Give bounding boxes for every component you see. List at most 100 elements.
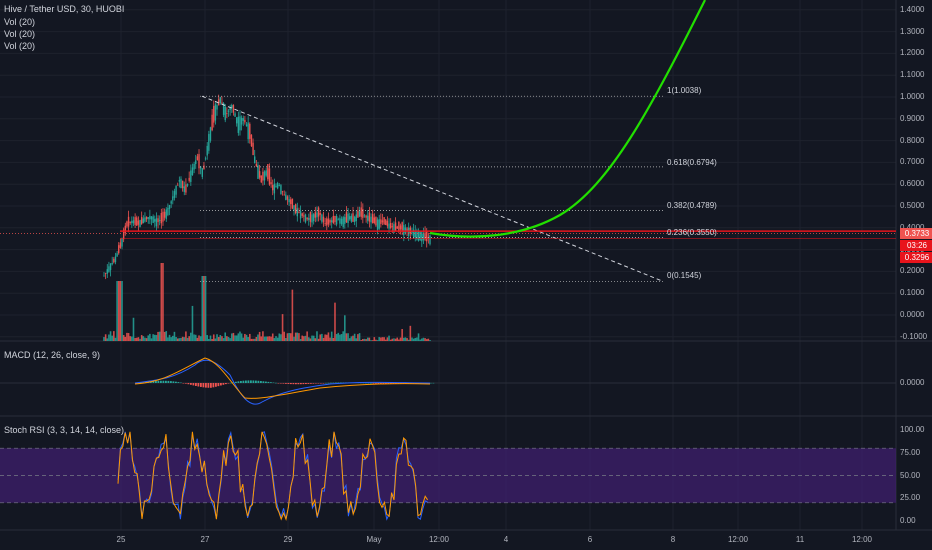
macd-histogram-bar	[272, 382, 275, 384]
candle-body	[257, 165, 259, 179]
candle-body	[296, 208, 299, 217]
candle-body	[244, 119, 246, 123]
candle-body	[175, 186, 177, 195]
macd-histogram-bar	[235, 381, 237, 383]
candle-body	[417, 230, 420, 241]
volume-bar	[247, 337, 249, 341]
macd-histogram-bar	[430, 382, 432, 384]
volume-bar	[355, 338, 358, 341]
volume-bar	[135, 337, 138, 341]
volume-bar	[221, 336, 223, 341]
volume-bar	[219, 335, 222, 341]
candle-body	[332, 216, 335, 224]
volume-bar	[391, 338, 394, 341]
volume-bar	[309, 338, 312, 341]
macd-histogram-bar	[157, 380, 160, 383]
volume-bar	[381, 337, 384, 341]
volume-bar	[103, 337, 105, 341]
volume-bar	[311, 335, 313, 341]
macd-histogram-bar	[285, 383, 287, 384]
candle-body	[170, 201, 172, 204]
volume-bar	[145, 338, 148, 341]
candle-body	[165, 209, 167, 219]
candle-body	[299, 210, 302, 219]
candle-body	[290, 199, 292, 205]
candle-body	[254, 156, 256, 164]
price-axis-label: 1.3000	[900, 26, 925, 36]
macd-histogram-bar	[432, 382, 435, 384]
macd-histogram-bar	[265, 381, 267, 383]
candle-body	[293, 205, 295, 211]
candle-body	[140, 217, 143, 224]
volume-bar	[301, 335, 304, 341]
candle-body	[371, 214, 374, 224]
volume-bar	[188, 336, 190, 341]
macd-histogram-bar	[325, 382, 327, 384]
volume-bar	[137, 337, 140, 341]
macd-label[interactable]: MACD (12, 26, close, 9)	[4, 350, 101, 360]
indicator-label[interactable]: Vol (20)	[4, 41, 36, 51]
volume-bar	[337, 332, 340, 341]
indicator-label[interactable]: Vol (20)	[4, 17, 36, 27]
candle-body	[209, 127, 212, 141]
candle-body	[386, 220, 389, 227]
candle-body	[122, 229, 125, 240]
volume-bar	[280, 334, 282, 341]
volume-bar	[406, 338, 408, 341]
fib-label: 0.382(0.4789)	[667, 201, 717, 210]
candle-body	[247, 122, 249, 140]
candle-body	[350, 215, 353, 222]
macd-histogram-bar	[292, 383, 295, 385]
macd-histogram-bar	[320, 383, 322, 384]
macd-histogram-bar	[287, 383, 290, 384]
volume-bar	[306, 331, 308, 341]
candle-body	[347, 213, 349, 223]
volume-bar	[388, 335, 390, 341]
candle-body	[245, 124, 248, 127]
candle-body	[267, 164, 269, 180]
volume-bar	[168, 334, 171, 341]
macd-histogram-bar	[340, 382, 342, 383]
volume-bar	[366, 337, 369, 341]
volume-bar	[173, 331, 176, 341]
candle-body	[114, 256, 117, 263]
macd-histogram-bar	[372, 383, 375, 384]
volume-bar	[365, 339, 367, 341]
indicator-label[interactable]: Vol (20)	[4, 29, 36, 39]
candle-body	[376, 219, 379, 230]
candle-body	[306, 217, 308, 220]
price-axis-label: -0.1000	[900, 331, 928, 341]
volume-bar	[345, 333, 348, 341]
volume-bar	[362, 338, 364, 341]
candle-body	[204, 158, 207, 160]
candle-body	[162, 211, 164, 222]
macd-histogram-bar	[332, 382, 335, 384]
volume-bar	[131, 336, 133, 341]
volume-bar	[371, 340, 374, 341]
volume-bar	[417, 333, 420, 341]
stoch-axis-label: 0.00	[900, 516, 916, 525]
candle-body	[155, 218, 158, 227]
volume-bar	[208, 338, 210, 341]
volume-bar	[140, 335, 143, 341]
volume-bar	[157, 331, 159, 341]
price-axis-label: 1.0000	[900, 92, 925, 101]
macd-histogram-bar	[295, 383, 297, 385]
candle-body	[319, 213, 321, 215]
candle-body	[355, 214, 357, 221]
candle-body	[262, 171, 264, 181]
volume-bar	[222, 338, 225, 341]
volume-bar	[314, 338, 317, 341]
macd-histogram-bar	[217, 383, 220, 387]
volume-bar	[190, 332, 192, 341]
volume-bar	[194, 334, 197, 341]
price-axis-label: 1.4000	[900, 4, 925, 14]
candle-body	[391, 226, 394, 228]
candle-body	[199, 166, 202, 169]
macd-histogram-bar	[220, 383, 222, 386]
volume-bar	[404, 337, 407, 341]
volume-bar	[153, 334, 156, 341]
stoch-rsi-label[interactable]: Stoch RSI (3, 3, 14, 14, close)	[4, 425, 125, 435]
candle-body	[403, 225, 405, 236]
candle-body	[370, 216, 372, 223]
